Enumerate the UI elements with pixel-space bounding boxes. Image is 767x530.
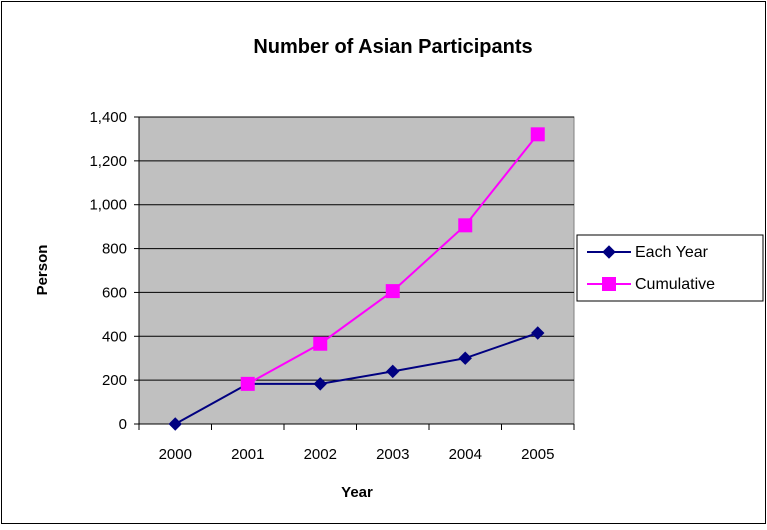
x-tick-label: 2005: [521, 446, 554, 463]
data-point-each-year: [458, 351, 472, 365]
data-point-each-year: [313, 377, 327, 391]
data-point-cumulative: [458, 218, 473, 233]
x-tick-label: 2004: [449, 446, 482, 463]
y-tick-label: 1,000: [89, 197, 127, 214]
y-tick-label: 0: [119, 416, 127, 433]
legend-label-cumulative: Cumulative: [635, 276, 715, 293]
legend: Each Year Cumulative: [576, 234, 764, 302]
x-tick-label: 2003: [376, 446, 409, 463]
y-tick-label: 400: [102, 328, 127, 345]
y-axis: 0 200 400 600 800 1,000 1,200 1,400: [89, 109, 140, 433]
data-point-each-year: [531, 326, 545, 340]
plot-area: [138, 116, 575, 425]
legend-label-each-year: Each Year: [635, 244, 709, 261]
x-tick-label: 2000: [159, 446, 192, 463]
data-point-cumulative: [240, 376, 255, 391]
series-layer: [168, 127, 545, 431]
gridlines: [139, 116, 574, 381]
x-tick-label: 2002: [304, 446, 337, 463]
legend-marker-each-year: [602, 245, 616, 259]
data-point-each-year: [386, 364, 400, 379]
legend-box: [576, 234, 764, 302]
chart-title: Number of Asian Participants: [253, 36, 532, 58]
y-tick-label: 200: [102, 372, 127, 389]
y-tick-label: 600: [102, 284, 127, 301]
series-line-each-year: [174, 332, 539, 425]
data-point-cumulative: [385, 284, 400, 299]
y-axis-title: Person: [34, 245, 51, 296]
x-axis: 2000 2001 2002 2003 2004 2005: [138, 423, 575, 463]
y-tick-label: 800: [102, 241, 127, 258]
data-point-cumulative: [313, 336, 328, 351]
data-point-each-year: [168, 417, 182, 431]
x-tick-label: 2001: [231, 446, 264, 463]
y-tick-label: 1,400: [89, 109, 127, 126]
y-tick-label: 1,200: [89, 153, 127, 170]
series-cumulative: [240, 127, 545, 391]
x-axis-title: Year: [341, 484, 373, 501]
legend-marker-cumulative: [602, 277, 616, 291]
data-point-cumulative: [530, 127, 545, 142]
